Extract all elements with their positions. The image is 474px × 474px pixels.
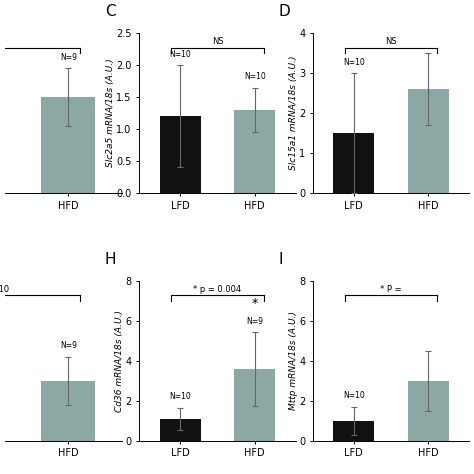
Bar bbox=[234, 369, 275, 441]
Bar bbox=[333, 421, 374, 441]
Text: NS: NS bbox=[211, 37, 223, 46]
Bar bbox=[408, 381, 449, 441]
Text: D: D bbox=[278, 4, 290, 19]
Text: * p = 0.010: * p = 0.010 bbox=[0, 285, 9, 294]
Y-axis label: Cd36 mRNA/18s (A.U.): Cd36 mRNA/18s (A.U.) bbox=[115, 310, 124, 412]
Text: H: H bbox=[105, 252, 116, 267]
Text: N=10: N=10 bbox=[343, 58, 365, 67]
Text: N=10: N=10 bbox=[244, 72, 265, 81]
Bar bbox=[160, 116, 201, 193]
Bar bbox=[333, 133, 374, 193]
Bar bbox=[41, 97, 95, 193]
Text: *: * bbox=[252, 297, 258, 310]
Text: N=9: N=9 bbox=[246, 317, 263, 326]
Text: C: C bbox=[105, 4, 116, 19]
Y-axis label: Slc2a5 mRNA/18s (A.U.): Slc2a5 mRNA/18s (A.U.) bbox=[106, 59, 115, 167]
Y-axis label: Slc15a1 mRNA/18s (A.U.): Slc15a1 mRNA/18s (A.U.) bbox=[289, 56, 298, 170]
Text: NS: NS bbox=[385, 37, 397, 46]
Text: * P =: * P = bbox=[380, 285, 402, 294]
Bar bbox=[41, 381, 95, 441]
Text: N=10: N=10 bbox=[343, 392, 365, 401]
Text: N=9: N=9 bbox=[60, 53, 77, 62]
Text: N=9: N=9 bbox=[60, 341, 77, 350]
Bar bbox=[234, 110, 275, 193]
Text: I: I bbox=[278, 252, 283, 267]
Text: N=10: N=10 bbox=[169, 392, 191, 401]
Bar bbox=[160, 419, 201, 441]
Text: * p = 0.004: * p = 0.004 bbox=[193, 285, 242, 294]
Y-axis label: Mttp mRNA/18s (A.U.): Mttp mRNA/18s (A.U.) bbox=[289, 311, 298, 410]
Text: N=10: N=10 bbox=[169, 50, 191, 59]
Bar bbox=[408, 89, 449, 193]
